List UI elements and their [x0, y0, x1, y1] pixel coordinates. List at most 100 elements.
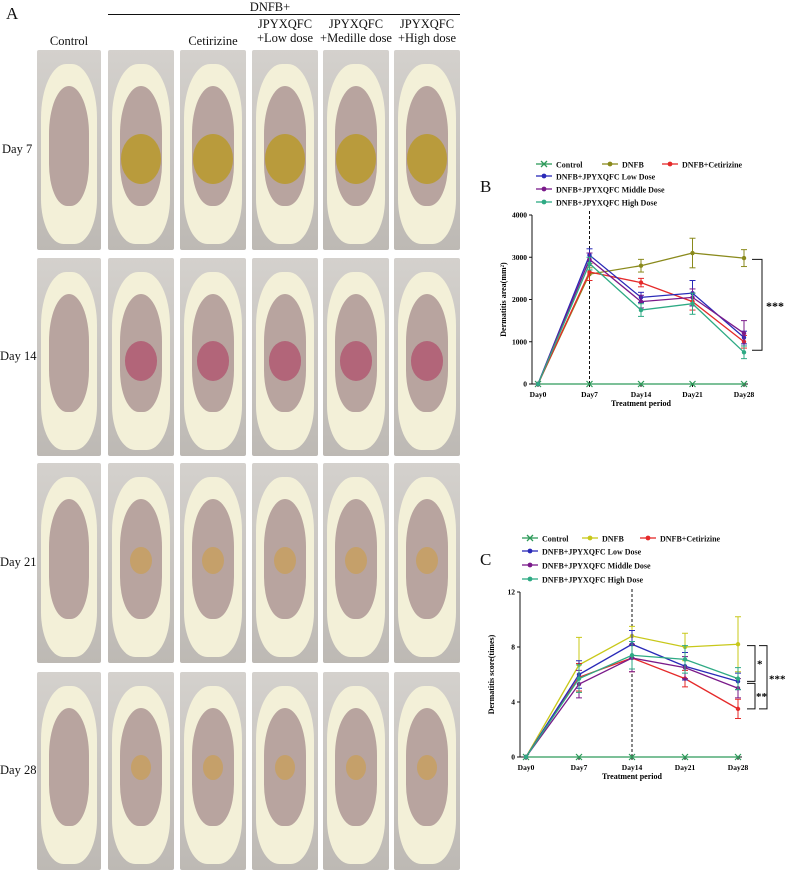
data-point — [735, 706, 741, 712]
chart-c: Control DNFB DNFB+Cetirizine DNFB+JPYXQFC L… — [487, 534, 786, 782]
y-tick-label: 2000 — [512, 295, 527, 304]
legend-label: DNFB+JPYXQFC Low Dose — [556, 173, 656, 182]
x-tick-label: Day28 — [728, 763, 749, 772]
rat-photo — [252, 50, 318, 250]
data-point — [690, 250, 695, 256]
legend-label: Control — [542, 535, 569, 544]
x-tick-label: Day0 — [518, 763, 535, 772]
significance-label: *** — [769, 673, 786, 685]
rat-photo — [108, 672, 174, 870]
data-point — [734, 753, 742, 761]
x-tick-label: Day28 — [734, 390, 755, 399]
lesion — [124, 341, 158, 382]
lesion — [416, 755, 438, 781]
significance-label: *** — [766, 299, 784, 313]
shaved-skin — [49, 86, 89, 206]
column-header: Cetirizine — [188, 34, 238, 48]
x-tick-label: Day21 — [675, 763, 696, 772]
data-point — [629, 653, 635, 658]
data-point — [638, 280, 644, 285]
x-tick-label: Day0 — [530, 390, 547, 399]
rat-photo — [394, 672, 460, 870]
legend-marker — [540, 160, 548, 168]
rat-photo — [37, 672, 101, 870]
y-axis-label: Dermatitis score(times) — [487, 634, 496, 714]
rat-photo — [252, 672, 318, 870]
data-point — [587, 261, 592, 266]
x-tick-label: Day14 — [631, 390, 652, 399]
x-tick-label: Day7 — [581, 390, 598, 399]
lesion — [274, 755, 296, 781]
lesion — [202, 547, 224, 574]
data-point — [637, 380, 645, 388]
rat-photo — [323, 463, 389, 663]
legend-marker — [541, 186, 547, 192]
rat-photo — [108, 258, 174, 456]
data-point — [628, 753, 636, 761]
data-point — [682, 657, 688, 662]
rat-photo — [394, 50, 460, 250]
row-label: Day 28 — [0, 763, 37, 777]
legend-marker — [587, 535, 593, 541]
data-point — [735, 642, 741, 647]
group-header-line — [108, 14, 460, 15]
column-header: JPYXQFC +Low dose — [257, 17, 313, 45]
significance-label: ** — [756, 691, 768, 703]
legend-label: DNFB+JPYXQFC High Dose — [542, 576, 643, 585]
shaved-skin — [49, 499, 89, 619]
data-point — [523, 754, 529, 760]
legend-label: DNFB+JPYXQFC Low Dose — [542, 548, 642, 557]
legend-label: DNFB — [622, 161, 644, 170]
legend-marker — [607, 161, 613, 167]
data-point — [576, 676, 582, 681]
data-point — [638, 307, 644, 313]
legend-marker — [527, 562, 533, 568]
shaved-skin — [49, 707, 89, 827]
significance-bracket — [747, 645, 756, 682]
rat-photo — [323, 672, 389, 870]
legend-label: DNFB+Cetirizine — [682, 161, 743, 170]
data-point — [587, 269, 592, 275]
rat-photo — [252, 463, 318, 663]
y-tick-label: 4000 — [512, 211, 527, 220]
rat-photo — [37, 463, 101, 663]
legend-marker — [526, 534, 534, 542]
rat-photo — [180, 672, 246, 870]
rat-photo — [108, 463, 174, 663]
shaved-skin — [49, 293, 89, 413]
legend-label: DNFB+JPYXQFC Middle Dose — [556, 186, 665, 195]
y-axis-label: Dermatitis area(mm²) — [499, 262, 508, 337]
significance-bracket — [759, 645, 768, 710]
rat-photo — [323, 258, 389, 456]
panel-c-letter: C — [480, 550, 492, 569]
lesion — [268, 341, 302, 382]
x-tick-label: Day14 — [622, 763, 643, 772]
rat-photo — [394, 258, 460, 456]
significance-bracket — [752, 258, 763, 351]
lesion — [339, 341, 373, 382]
lesion — [121, 134, 161, 184]
column-header: JPYXQFC +High dose — [397, 17, 457, 45]
y-tick-label: 8 — [511, 643, 515, 652]
row-label: Day 14 — [0, 349, 37, 363]
series-line — [537, 271, 745, 385]
legend-marker — [541, 173, 547, 179]
x-axis-label: Treatment period — [611, 399, 671, 408]
rat-photo — [394, 463, 460, 663]
data-point — [741, 350, 747, 355]
lesion — [336, 134, 376, 184]
y-tick-label: 0 — [523, 380, 527, 389]
data-point — [689, 380, 696, 388]
rat-photo — [252, 258, 318, 456]
legend-label: Control — [556, 161, 583, 170]
lesion — [196, 341, 230, 382]
data-point — [575, 753, 583, 761]
group-header: DNFB+ — [249, 0, 291, 14]
series-line — [537, 252, 745, 385]
lesion — [345, 547, 367, 574]
lesion — [345, 755, 367, 781]
row-label: Day 21 — [0, 555, 37, 569]
rat-photo — [37, 50, 101, 250]
data-point — [535, 381, 541, 387]
legend-marker — [667, 161, 673, 167]
